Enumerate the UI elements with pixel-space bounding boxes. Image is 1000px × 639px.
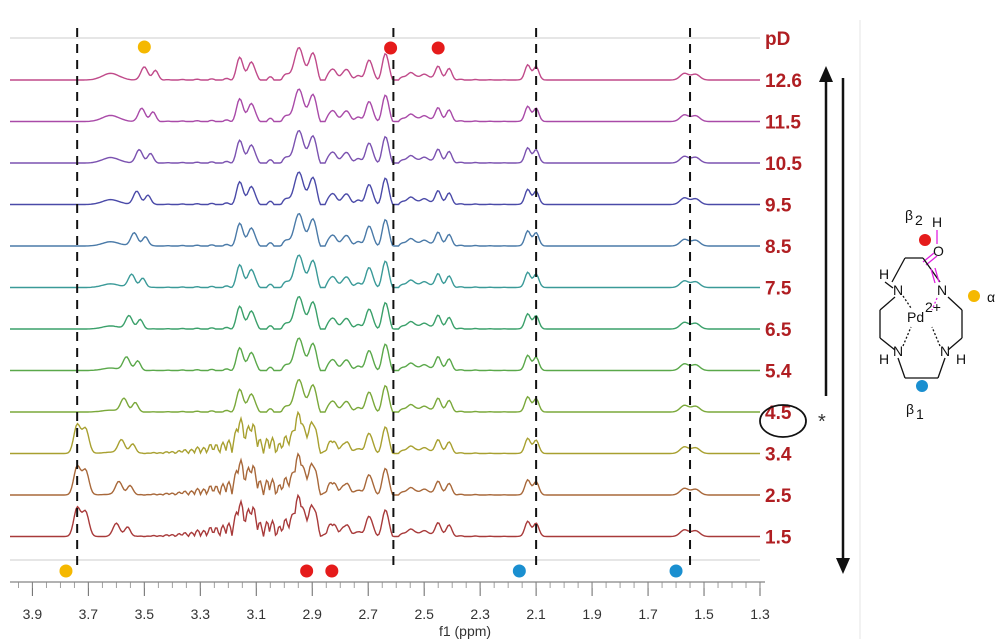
spectrum-trace	[10, 88, 760, 123]
x-tick-label: 1.7	[638, 606, 658, 622]
left-bottom-h: H	[879, 351, 889, 367]
arrow-down	[836, 78, 850, 574]
pd-label: 12.6	[765, 71, 802, 92]
beta2-dot	[919, 234, 931, 246]
spectrum-trace	[10, 171, 760, 206]
spectrum-trace	[10, 129, 760, 164]
left-top-n: N	[893, 282, 903, 298]
spectrum-trace	[10, 337, 760, 372]
spectrum-trace	[10, 493, 760, 538]
molecule-structure: β 2 H O N α H N Pd 2+	[879, 207, 995, 422]
legend-title: pD	[765, 29, 790, 50]
x-tick-label: 2.9	[303, 606, 323, 622]
annotation-dots	[59, 40, 683, 578]
right-bottom-n: N	[940, 343, 950, 359]
alpha-label: α	[987, 289, 995, 305]
x-tick-label: 2.3	[470, 606, 490, 622]
right-bottom-h: H	[956, 351, 966, 367]
spectrum-trace	[10, 46, 760, 81]
beta1-label: β	[906, 401, 914, 417]
spectrum-trace	[10, 295, 760, 330]
pd-atom: Pd	[907, 309, 924, 325]
x-tick-label: 1.5	[694, 606, 714, 622]
pd-label: 10.5	[765, 154, 802, 175]
x-tick-label: 2.7	[358, 606, 378, 622]
pd-label: 3.4	[765, 445, 792, 466]
aldehyde-h: H	[932, 214, 942, 230]
pd-label: 8.5	[765, 237, 792, 258]
beta2-label: β	[905, 207, 913, 223]
pd-label: 11.5	[765, 113, 801, 134]
annotation-dot	[512, 564, 526, 578]
pd-label: 4.5	[765, 403, 792, 424]
x-axis: 3.9 3.7 3.5 3.3 3.1 2.9 2.7 2.5 2.3 2.1 1.9 1.7 1.5 1…	[10, 581, 770, 639]
spectrum-trace	[10, 378, 760, 413]
pd-label: 6.5	[765, 320, 792, 341]
pd-charge: 2+	[925, 299, 941, 315]
reference-dashed-lines	[76, 28, 692, 570]
highlight-circle	[759, 404, 807, 438]
beta1-dot	[916, 380, 928, 392]
x-axis-title: f1 (ppm)	[439, 623, 491, 639]
x-tick-label: 3.3	[191, 606, 211, 622]
pd-label: 1.5	[765, 528, 792, 549]
beta2-subscript: 2	[915, 212, 923, 228]
x-tick-label: 1.3	[750, 606, 770, 622]
annotation-dot	[325, 564, 339, 578]
x-tick-label: 3.5	[135, 606, 155, 622]
left-bottom-n: N	[893, 343, 903, 359]
plot-area	[10, 20, 861, 639]
arrow-up	[819, 66, 833, 396]
pd-label: 5.4	[765, 362, 792, 383]
spectrum-trace	[10, 212, 760, 247]
annotation-dot	[431, 41, 445, 55]
annotation-dot	[59, 564, 73, 578]
pd-label: 9.5	[765, 196, 792, 217]
x-tick-label: 1.9	[582, 606, 602, 622]
spectrum-trace	[10, 410, 760, 455]
x-axis-ticks: 3.9 3.7 3.5 3.3 3.1 2.9 2.7 2.5 2.3 2.1 1.9 1.7 1.5 1…	[17, 582, 770, 622]
pd-labels: 12.6 11.5 10.5 9.5 8.5 7.5 6.5 5.4 4.5 3.4 2.5 1.5	[765, 71, 802, 549]
aldehyde-o: O	[933, 243, 944, 259]
alpha-dot	[968, 290, 980, 302]
x-tick-label: 2.5	[414, 606, 434, 622]
x-tick-label: 3.9	[23, 606, 43, 622]
left-top-h: H	[879, 266, 889, 282]
annotation-dot	[384, 41, 398, 55]
annotation-dot	[300, 564, 314, 578]
x-tick-label: 3.1	[247, 606, 267, 622]
pd-label: 7.5	[765, 279, 792, 300]
pd-label: 2.5	[765, 486, 792, 507]
annotation-dot	[137, 40, 151, 54]
beta1-subscript: 1	[916, 406, 924, 422]
x-tick-label: 3.7	[79, 606, 99, 622]
annotation-dot	[669, 564, 683, 578]
imine-n: N	[937, 282, 947, 298]
spectrum-trace	[10, 254, 760, 289]
highlight-asterisk: *	[818, 411, 826, 433]
x-tick-label: 2.1	[526, 606, 546, 622]
spectrum-trace	[10, 452, 760, 497]
spectra-group	[10, 46, 760, 538]
